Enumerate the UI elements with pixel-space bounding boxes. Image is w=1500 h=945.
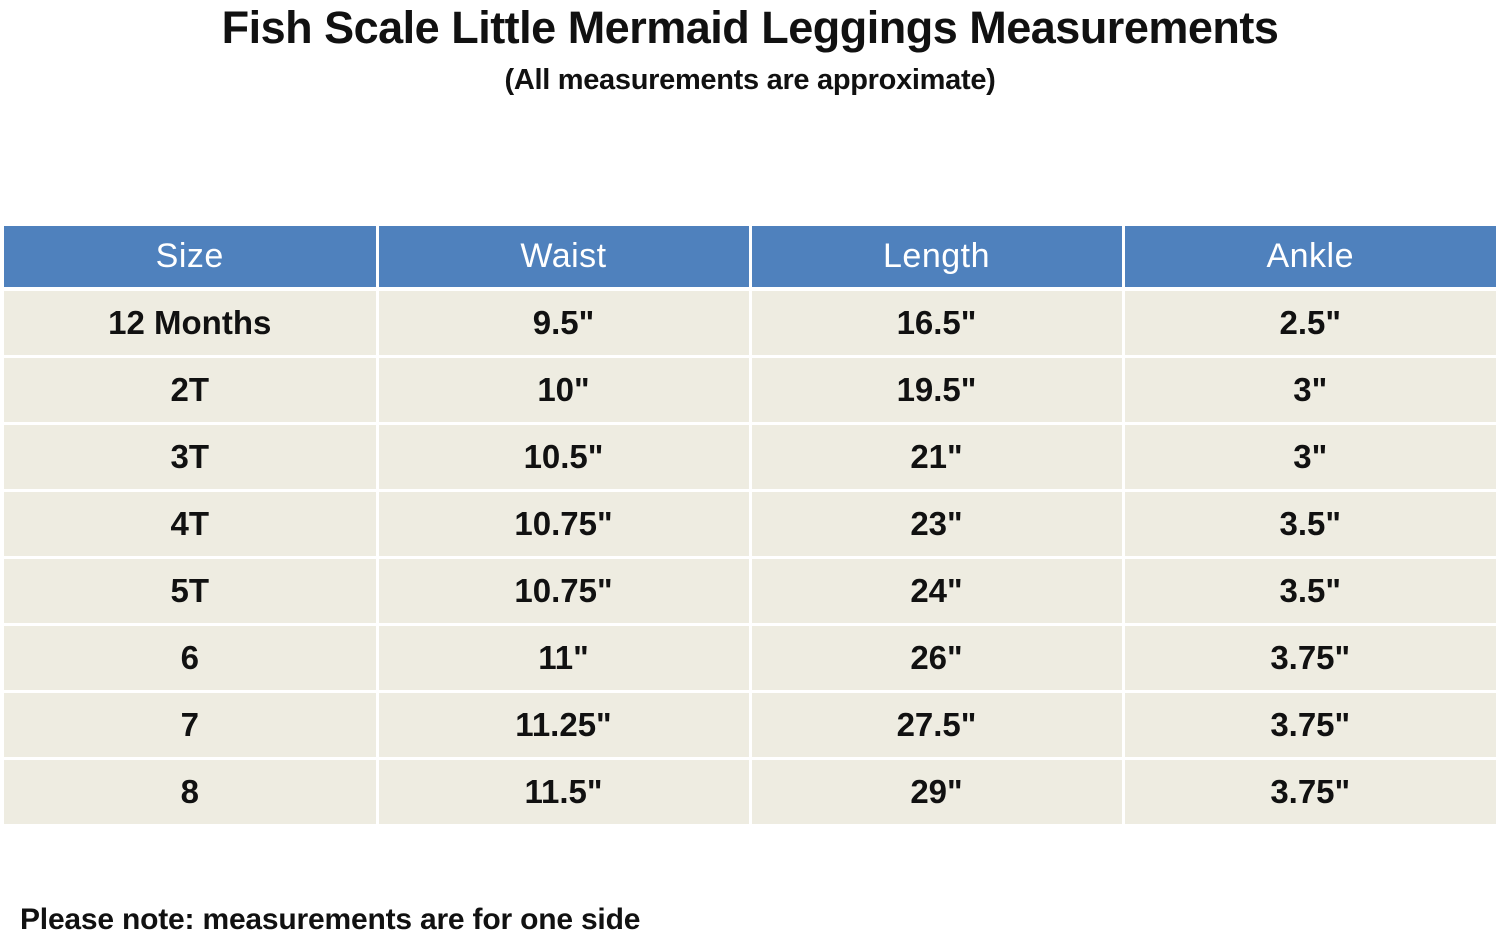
cell-size: 2T bbox=[4, 356, 379, 425]
footnote: Please note: measurements are for one si… bbox=[20, 903, 641, 936]
cell-length: 16.5" bbox=[750, 289, 1125, 358]
cell-waist: 10.75" bbox=[377, 557, 752, 626]
cell-length: 26" bbox=[750, 624, 1125, 693]
cell-waist: 10.5" bbox=[377, 423, 752, 492]
cell-size: 5T bbox=[4, 557, 379, 626]
column-header-length: Length bbox=[750, 226, 1125, 291]
cell-length: 27.5" bbox=[750, 691, 1125, 760]
cell-ankle: 3.75" bbox=[1123, 758, 1496, 824]
table-row: 8 11.5" 29" 3.75" bbox=[4, 758, 1496, 824]
cell-size: 8 bbox=[4, 758, 379, 824]
cell-ankle: 3.75" bbox=[1123, 691, 1496, 760]
cell-length: 21" bbox=[750, 423, 1125, 492]
column-header-waist: Waist bbox=[377, 226, 752, 291]
cell-size: 6 bbox=[4, 624, 379, 693]
cell-waist: 11.5" bbox=[377, 758, 752, 824]
cell-length: 29" bbox=[750, 758, 1125, 824]
cell-waist: 10.75" bbox=[377, 490, 752, 559]
table-row: 12 Months 9.5" 16.5" 2.5" bbox=[4, 289, 1496, 358]
page-subtitle: (All measurements are approximate) bbox=[504, 64, 996, 96]
cell-waist: 11.25" bbox=[377, 691, 752, 760]
cell-ankle: 3.5" bbox=[1123, 490, 1496, 559]
cell-ankle: 3" bbox=[1123, 356, 1496, 425]
cell-ankle: 3.75" bbox=[1123, 624, 1496, 693]
measurements-table: Size Waist Length Ankle 12 Months 9.5" 1… bbox=[4, 226, 1496, 824]
cell-waist: 10" bbox=[377, 356, 752, 425]
column-header-ankle: Ankle bbox=[1123, 226, 1496, 291]
cell-size: 7 bbox=[4, 691, 379, 760]
page-title: Fish Scale Little Mermaid Leggings Measu… bbox=[221, 2, 1279, 53]
cell-ankle: 2.5" bbox=[1123, 289, 1496, 358]
cell-size: 4T bbox=[4, 490, 379, 559]
cell-length: 23" bbox=[750, 490, 1125, 559]
table-row: 4T 10.75" 23" 3.5" bbox=[4, 490, 1496, 559]
cell-ankle: 3" bbox=[1123, 423, 1496, 492]
cell-waist: 9.5" bbox=[377, 289, 752, 358]
cell-length: 19.5" bbox=[750, 356, 1125, 425]
table-header-row: Size Waist Length Ankle bbox=[4, 226, 1496, 291]
cell-length: 24" bbox=[750, 557, 1125, 626]
cell-size: 12 Months bbox=[4, 289, 379, 358]
cell-ankle: 3.5" bbox=[1123, 557, 1496, 626]
cell-size: 3T bbox=[4, 423, 379, 492]
cell-waist: 11" bbox=[377, 624, 752, 693]
table-row: 3T 10.5" 21" 3" bbox=[4, 423, 1496, 492]
table-row: 7 11.25" 27.5" 3.75" bbox=[4, 691, 1496, 760]
table-row: 2T 10" 19.5" 3" bbox=[4, 356, 1496, 425]
table-row: 6 11" 26" 3.75" bbox=[4, 624, 1496, 693]
column-header-size: Size bbox=[4, 226, 379, 291]
table-row: 5T 10.75" 24" 3.5" bbox=[4, 557, 1496, 626]
